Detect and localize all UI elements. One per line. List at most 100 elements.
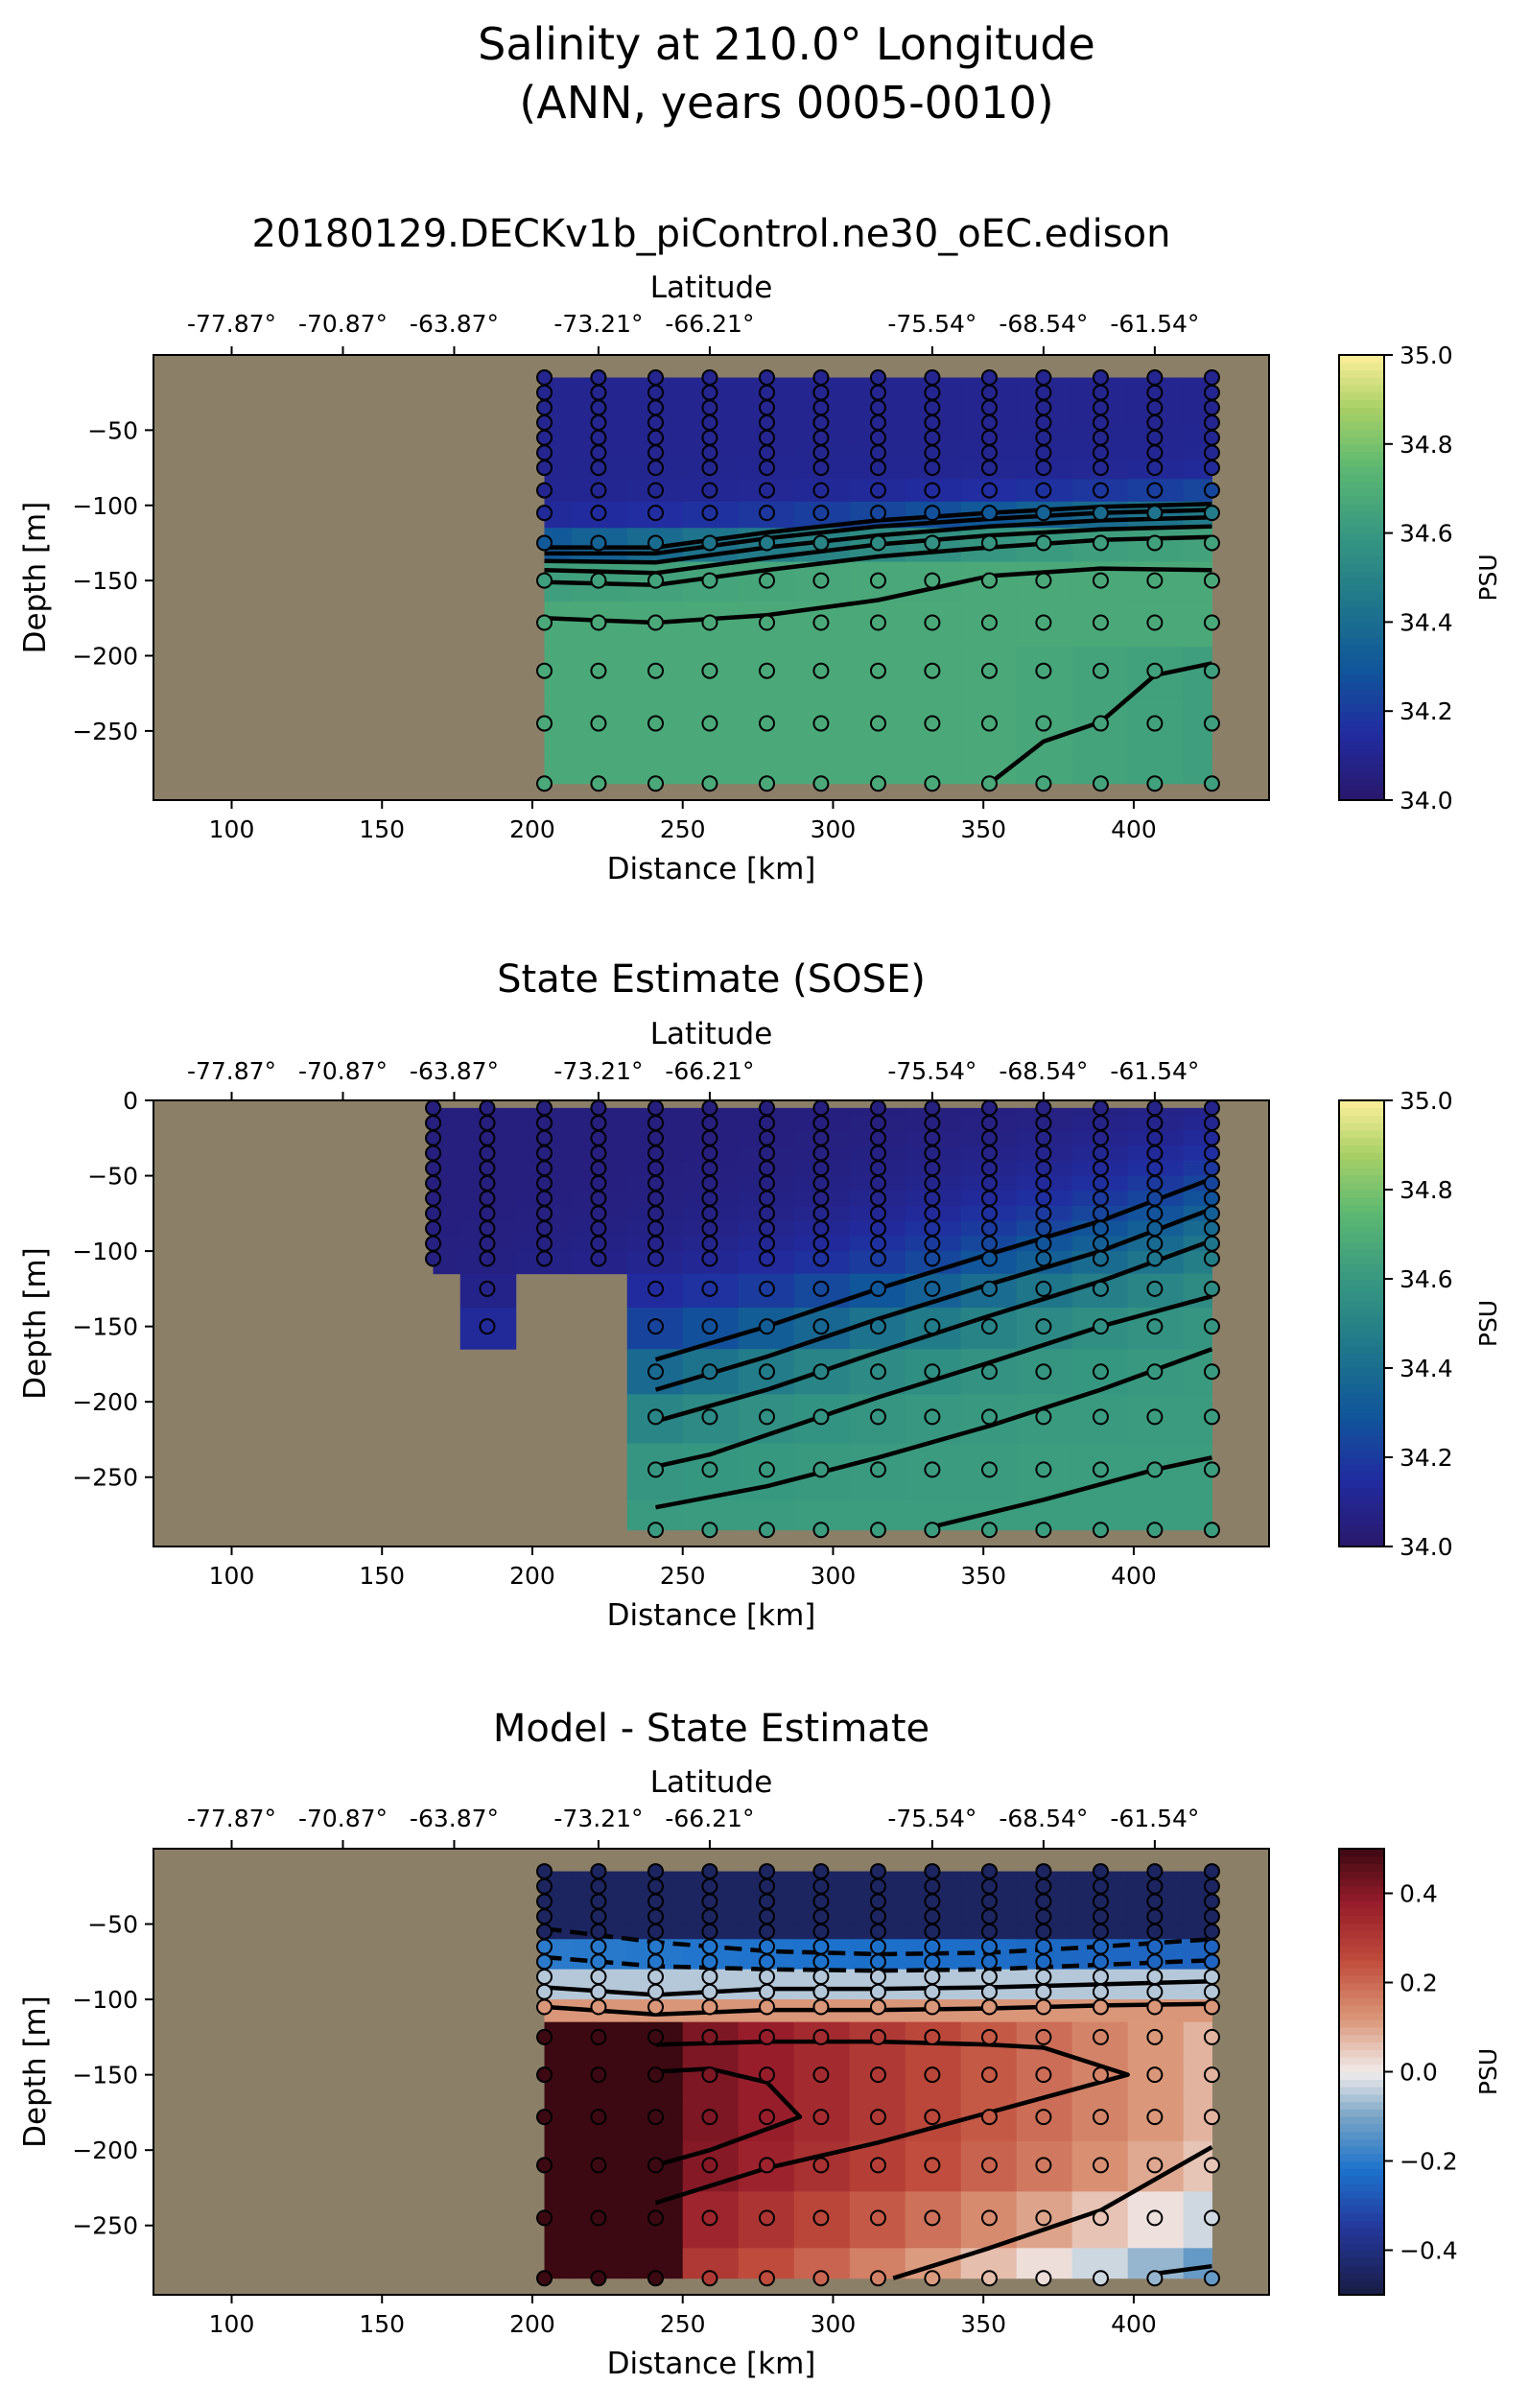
colorbar-segment (1339, 1286, 1384, 1295)
x-axis-label: Distance [km] (607, 852, 816, 886)
station-dot (1203, 2109, 1220, 2126)
station-dot (1203, 1863, 1220, 1880)
top-tick-label: -77.87° (187, 1805, 276, 1832)
colorbar-segment (1339, 1968, 1384, 1976)
station-dot (1146, 1174, 1164, 1192)
station-dot (1092, 1953, 1109, 1971)
colorbar-segment (1339, 362, 1384, 371)
station-dot (1092, 482, 1109, 499)
station-dot (590, 1174, 607, 1192)
x-tick-label: 300 (811, 1562, 857, 1590)
station-dot (980, 614, 998, 631)
station-dot (590, 414, 607, 432)
station-dot (924, 1115, 941, 1132)
station-dot (701, 572, 718, 589)
station-dot (1203, 1893, 1220, 1910)
station-dot (647, 572, 665, 589)
colorbar-tick-label: 34.0 (1400, 787, 1453, 814)
station-dot (869, 1190, 886, 1207)
contour-line (931, 1455, 1212, 1529)
colorbar-segment (1339, 592, 1384, 601)
colorbar-segment (1339, 1323, 1384, 1332)
colorbar-segment (1339, 770, 1384, 779)
station-dot (869, 614, 886, 631)
colorbar-segment (1339, 384, 1384, 393)
station-dot (590, 1190, 607, 1207)
station-dot (1146, 1160, 1164, 1177)
y-tick-label: −250 (72, 718, 138, 745)
station-dot (1092, 614, 1109, 631)
colorbar-segment (1339, 2220, 1384, 2229)
station-dot (1146, 1250, 1164, 1267)
station-dot (869, 1318, 886, 1335)
station-dot (869, 384, 886, 401)
station-dot (812, 444, 830, 461)
station-dot (590, 1129, 607, 1146)
station-dot (924, 1280, 941, 1297)
colorbar-segment (1339, 1375, 1384, 1384)
top-tick-label: -66.21° (665, 1805, 754, 1832)
y-tick-label: −100 (72, 1986, 138, 2014)
station-dot (1203, 534, 1220, 552)
station-dot (701, 1983, 718, 2000)
station-dot (647, 1998, 665, 2016)
station-dot (980, 1235, 998, 1252)
colorbar-segment (1339, 548, 1384, 556)
y-tick-label: −100 (72, 492, 138, 520)
station-dot (980, 1877, 998, 1895)
station-dot (980, 369, 998, 387)
colorbar-segment (1339, 1960, 1384, 1969)
station-dot (1035, 414, 1052, 432)
station-dot (812, 1220, 830, 1238)
station-dot (1203, 1877, 1220, 1895)
station-dot (980, 1969, 998, 1986)
station-dot (590, 1923, 607, 1940)
station-dot (701, 444, 718, 461)
station-dot (590, 2209, 607, 2227)
colorbar-segment (1339, 488, 1384, 497)
station-dot (924, 1190, 941, 1207)
station-dot (647, 384, 665, 401)
station-dot (980, 1363, 998, 1381)
station-dot (980, 429, 998, 446)
top-tick-label: -70.87° (298, 1805, 388, 1832)
station-dot (812, 1983, 830, 2000)
station-dot (869, 399, 886, 416)
station-dot (924, 2109, 941, 2126)
station-dot (812, 1205, 830, 1222)
colorbar-segment (1339, 2131, 1384, 2139)
station-dot (924, 614, 941, 631)
colorbar-segment (1339, 555, 1384, 564)
station-dot (701, 1877, 718, 1895)
colorbar-segment (1339, 1900, 1384, 1909)
panels: 20180129.DECKv1b_piControl.ne30_oEC.edis… (18, 212, 1502, 2381)
colorbar-segment (1339, 1368, 1384, 1377)
station-dot (758, 1461, 775, 1478)
colorbar-segment (1339, 540, 1384, 549)
station-dot (479, 1190, 496, 1207)
station-dot (1146, 1129, 1164, 1146)
station-dot (536, 2270, 553, 2287)
colorbar-segment (1339, 407, 1384, 415)
station-dot (1203, 1969, 1220, 1986)
station-dot (758, 1145, 775, 1162)
station-dot (758, 1363, 775, 1381)
station-dot (812, 1235, 830, 1252)
station-dot (647, 429, 665, 446)
colorbar-frame (1338, 354, 1385, 801)
station-dot (869, 1250, 886, 1267)
x-tick-label: 350 (960, 1562, 1006, 1590)
station-dot (812, 715, 830, 732)
station-dot (536, 1908, 553, 1925)
station-dot (536, 399, 553, 416)
station-dot (1092, 2209, 1109, 2227)
station-dot (1146, 429, 1164, 446)
station-dot (869, 444, 886, 461)
station-dot (647, 2066, 665, 2084)
station-dot (758, 1235, 775, 1252)
panel-diff: Model - State Estimate Latitude 100 150 200 2… (18, 1707, 1502, 2381)
station-dot (1092, 1280, 1109, 1297)
y-tick-label: −150 (72, 2062, 138, 2089)
colorbar-segment (1339, 673, 1384, 682)
colorbar-segment (1339, 792, 1384, 801)
